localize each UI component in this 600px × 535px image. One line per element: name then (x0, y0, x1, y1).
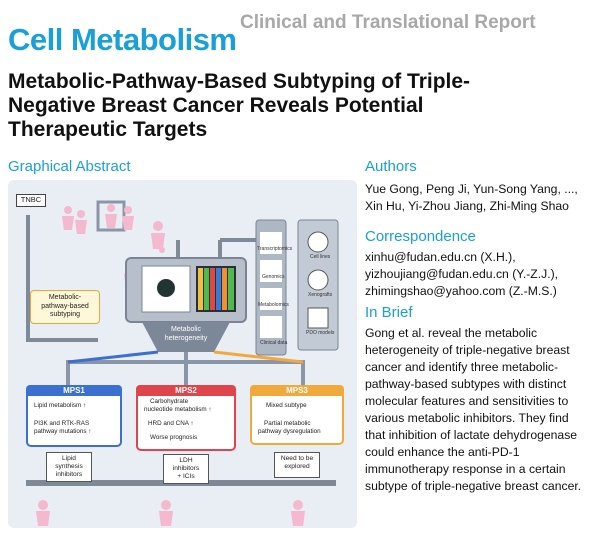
in-brief-heading: In Brief (365, 304, 413, 321)
email-link[interactable]: xinhu@fudan.edu.cn (X.H.), (365, 250, 516, 264)
subtyping-box: Metabolic- pathway-based subtyping (30, 290, 100, 324)
brief-line: molecular features and sensitivities to (365, 394, 569, 408)
mps2-item: HRD and CNA ↑ (148, 420, 194, 427)
therapy-line: inhibitors (172, 465, 200, 472)
authors-list: Yue Gong, Peng Ji, Yun-Song Yang, ..., X… (365, 181, 578, 215)
subtyping-line: pathway-based (41, 302, 89, 310)
email-link[interactable]: yizhoujiang@fudan.edu.cn (Y.-Z.J.), (365, 267, 559, 281)
mps1-therapy: Lipid synthesis inhibitors (46, 452, 92, 482)
subtyping-line: subtyping (50, 311, 80, 318)
model-label: Cell lines (310, 254, 331, 260)
therapy-line: inhibitors (55, 471, 83, 478)
therapy-line: Need to be (280, 455, 314, 462)
omics-label: Genomics (262, 274, 285, 280)
journal-title: Cell Metabolism (8, 22, 237, 57)
model-label: Xenografts (308, 292, 333, 298)
brief-line: pathway-based subtypes with distinct (365, 377, 567, 391)
title-line: Metabolic-Pathway-Based Subtyping of Tri… (8, 70, 471, 93)
mps2-item: nucleotide metabolism ↑ (144, 406, 212, 413)
brief-line: that inhibition of lactate dehydrogenase (365, 428, 578, 442)
title-line: Negative Breast Cancer Reveals Potential (8, 94, 424, 117)
tnbc-label: TNBC (16, 194, 46, 207)
correspondence-heading: Correspondence (365, 228, 476, 245)
mps1-title: MPS1 (63, 386, 85, 395)
mps1-item: pathway mutations ↑ (34, 428, 92, 435)
brief-line: heterogeneity of triple-negative breast (365, 343, 570, 357)
mps2-title: MPS2 (175, 386, 197, 395)
therapy-line: synthesis (55, 463, 83, 470)
brief-line: immunotherapy response in a certain (365, 462, 566, 476)
in-brief-text: Gong et al. reveal the metabolic heterog… (365, 325, 581, 495)
omics-label: Metabolomics (258, 302, 289, 308)
therapy-line: + ICIs (177, 473, 195, 480)
therapy-line: Lipid (62, 455, 76, 462)
subtyping-line: Metabolic- (48, 294, 82, 301)
correspondence-list: xinhu@fudan.edu.cn (X.H.), yizhoujiang@f… (365, 249, 558, 300)
model-label: PDO models (306, 330, 335, 336)
therapy-line: explored (284, 463, 310, 470)
mps3-item: Mixed subtype (266, 402, 307, 409)
graphical-abstract-heading: Graphical Abstract (8, 158, 131, 175)
mps3-item: Partial metabolic (264, 420, 311, 427)
omics-label: Transcriptomics (257, 246, 293, 252)
mps3-header (250, 385, 344, 396)
article-type: Clinical and Translational Report (240, 12, 536, 33)
heterogeneity-line: heterogeneity (164, 334, 208, 342)
mps3-title: MPS3 (286, 386, 308, 395)
mps2-header (136, 385, 236, 396)
heterogeneity-label: Metabolic heterogeneity (158, 326, 214, 343)
author-line: Xin Hu, Yi-Zhou Jiang, Zhi-Ming Shao (365, 199, 569, 213)
graphical-abstract-figure: TNBC Metabolic- pathway-based subtyping … (8, 180, 357, 528)
abstract-illustration (26, 200, 339, 526)
mps2-item: Worse prognosis (150, 434, 198, 441)
brief-line: various metabolic inhibitors. They find (365, 411, 569, 425)
article-title: Metabolic-Pathway-Based Subtyping of Tri… (8, 70, 598, 142)
author-line: Yue Gong, Peng Ji, Yun-Song Yang, ..., (365, 182, 578, 196)
brief-line: cancer and identify three metabolic- (365, 360, 559, 374)
brief-line: Gong et al. reveal the metabolic (365, 326, 538, 340)
email-link[interactable]: zhimingshao@yahoo.com (Z.-M.S.) (365, 284, 557, 298)
mps3-therapy: Need to be explored (274, 452, 320, 478)
heterogeneity-line: Metabolic (171, 326, 201, 333)
mps2-panel (136, 385, 236, 451)
omics-label: Clinical data (260, 340, 288, 346)
brief-line: subtype of triple-negative breast cancer… (365, 479, 582, 493)
mps1-header (26, 385, 122, 396)
mps2-therapy: LDH inhibitors + ICIs (163, 454, 209, 484)
therapy-line: LDH (179, 457, 193, 464)
authors-heading: Authors (365, 158, 417, 175)
mps1-item: PI3K and RTK-RAS (34, 420, 90, 427)
brief-line: could enhance the anti-PD-1 (365, 445, 520, 459)
mps1-item: Lipid metabolism ↑ (34, 402, 87, 409)
mps3-item: pathway dysregulation (258, 428, 321, 435)
title-line: Therapeutic Targets (8, 118, 208, 141)
mps2-item: Carbohydrate (150, 398, 189, 405)
